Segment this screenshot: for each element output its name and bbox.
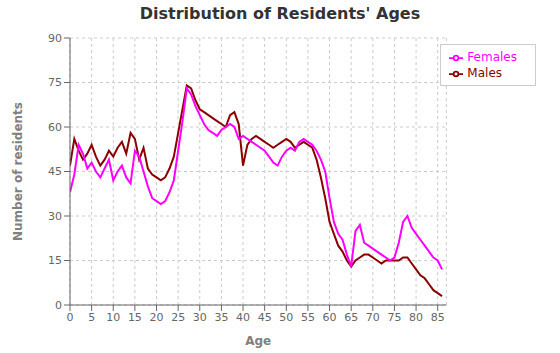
svg-text:10: 10 (106, 311, 120, 324)
svg-text:15: 15 (48, 254, 62, 267)
svg-text:45: 45 (48, 165, 62, 178)
svg-text:55: 55 (301, 311, 315, 324)
svg-text:60: 60 (323, 311, 337, 324)
svg-text:5: 5 (88, 311, 95, 324)
svg-text:0: 0 (55, 299, 62, 312)
svg-text:15: 15 (128, 311, 142, 324)
svg-text:Number of residents: Number of residents (11, 102, 25, 241)
svg-text:85: 85 (431, 311, 445, 324)
svg-text:45: 45 (258, 311, 272, 324)
svg-text:80: 80 (409, 311, 423, 324)
svg-text:30: 30 (48, 210, 62, 223)
svg-text:90: 90 (48, 32, 62, 45)
svg-text:0: 0 (67, 311, 74, 324)
svg-text:30: 30 (193, 311, 207, 324)
svg-text:65: 65 (344, 311, 358, 324)
svg-text:75: 75 (387, 311, 401, 324)
svg-text:75: 75 (48, 76, 62, 89)
svg-text:20: 20 (150, 311, 164, 324)
svg-text:70: 70 (366, 311, 380, 324)
html-text:Males: Males (467, 66, 502, 80)
svg-text:25: 25 (171, 311, 185, 324)
svg-text:40: 40 (236, 311, 250, 324)
svg-text:50: 50 (279, 311, 293, 324)
svg-text:35: 35 (214, 311, 228, 324)
html-text:Females: Females (467, 50, 517, 64)
svg-text:60: 60 (48, 121, 62, 134)
html-text:Distribution of Residents' Age: Distribution of Residents' Ages (139, 4, 421, 23)
svg-text:Age: Age (245, 334, 271, 348)
